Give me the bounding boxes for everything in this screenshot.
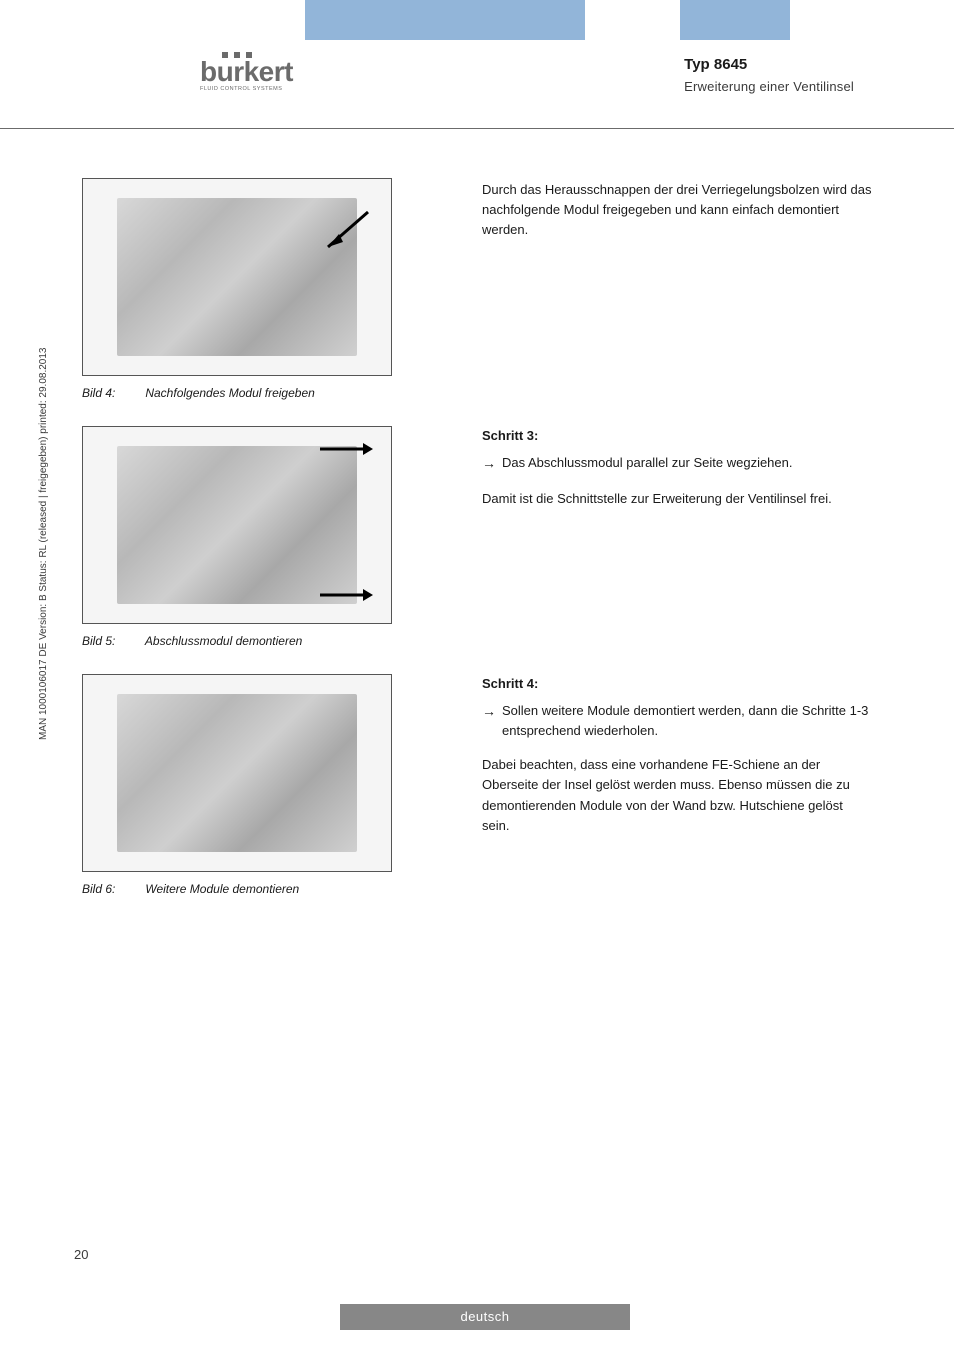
header-color-bar (0, 0, 954, 40)
figure-image (117, 446, 357, 604)
body-paragraph: Durch das Herausschnappen der drei Verri… (482, 180, 872, 240)
figure-image (117, 198, 357, 356)
content-row: Bild 6: Weitere Module demontieren Schri… (82, 674, 872, 914)
step-heading: Schritt 3: (482, 428, 872, 443)
header-divider (0, 128, 954, 129)
footer-language-badge: deutsch (340, 1304, 630, 1330)
caption-label: Bild 5: (82, 634, 142, 648)
document-id-sidebar: MAN 1000106017 DE Version: B Status: RL … (38, 348, 49, 740)
logo-text: burkert (200, 56, 293, 88)
caption-label: Bild 6: (82, 882, 142, 896)
figure (82, 178, 392, 376)
figure-caption: Bild 4: Nachfolgendes Modul freigeben (82, 386, 462, 400)
figure-column: Bild 6: Weitere Module demontieren (82, 674, 462, 914)
step-heading: Schritt 4: (482, 676, 872, 691)
page-content: Bild 4: Nachfolgendes Modul freigeben Du… (82, 178, 872, 922)
header-blue-block (305, 0, 585, 40)
caption-text: Abschlussmodul demontieren (145, 634, 302, 648)
header-blue-block (680, 0, 790, 40)
section-title: Erweiterung einer Ventilinsel (684, 79, 854, 94)
figure (82, 426, 392, 624)
step-instruction: → Das Abschlussmodul parallel zur Seite … (482, 453, 872, 475)
type-number: Typ 8645 (684, 56, 854, 73)
logo: burkert FLUID CONTROL SYSTEMS (200, 52, 293, 92)
figure-column: Bild 4: Nachfolgendes Modul freigeben (82, 178, 462, 418)
header-title-block: Typ 8645 Erweiterung einer Ventilinsel (684, 56, 854, 94)
text-column: Durch das Herausschnappen der drei Verri… (462, 178, 872, 418)
body-paragraph: Dabei beachten, dass eine vorhandene FE-… (482, 755, 872, 836)
arrow-right-icon: → (482, 453, 502, 475)
text-column: Schritt 3: → Das Abschlussmodul parallel… (462, 426, 872, 666)
page-number: 20 (74, 1247, 88, 1262)
figure (82, 674, 392, 872)
step-instruction: → Sollen weitere Module demontiert werde… (482, 701, 872, 741)
figure-image (117, 694, 357, 852)
body-paragraph: Damit ist die Schnittstelle zur Erweiter… (482, 489, 872, 509)
logo-subtext: FLUID CONTROL SYSTEMS (200, 86, 293, 92)
figure-caption: Bild 6: Weitere Module demontieren (82, 882, 462, 896)
text-column: Schritt 4: → Sollen weitere Module demon… (462, 674, 872, 914)
caption-text: Weitere Module demontieren (145, 882, 299, 896)
caption-text: Nachfolgendes Modul freigeben (145, 386, 314, 400)
content-row: Bild 5: Abschlussmodul demontieren Schri… (82, 426, 872, 666)
caption-label: Bild 4: (82, 386, 142, 400)
content-row: Bild 4: Nachfolgendes Modul freigeben Du… (82, 178, 872, 418)
step-text: Das Abschlussmodul parallel zur Seite we… (502, 453, 793, 475)
step-text: Sollen weitere Module demontiert werden,… (502, 701, 872, 741)
figure-column: Bild 5: Abschlussmodul demontieren (82, 426, 462, 666)
figure-caption: Bild 5: Abschlussmodul demontieren (82, 634, 462, 648)
arrow-right-icon: → (482, 701, 502, 741)
